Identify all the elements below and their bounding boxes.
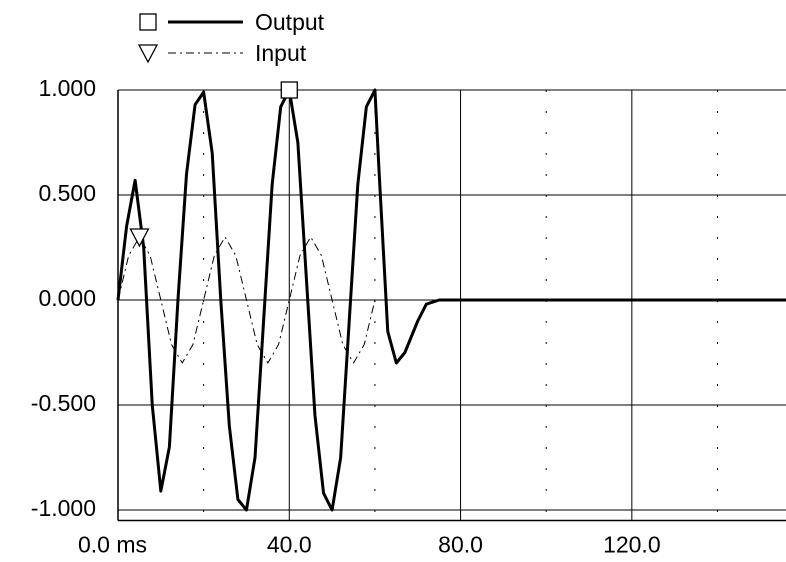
marker <box>280 81 298 99</box>
y-tick-label: 0.000 <box>38 285 96 311</box>
x-tick-label: 120.0 <box>603 532 661 558</box>
legend-label: Input <box>255 40 307 66</box>
series-line <box>117 236 376 364</box>
y-tick-label: 1.000 <box>38 75 96 101</box>
legend-label: Output <box>255 9 325 35</box>
legend-marker <box>137 44 159 64</box>
x-tick-label: 80.0 <box>438 532 483 558</box>
y-tick-label: -1.000 <box>31 495 96 521</box>
legend-marker <box>139 13 157 31</box>
x-tick-label: 0.0 ms <box>78 532 147 558</box>
y-tick-label: -0.500 <box>31 390 96 416</box>
x-tick-label: 40.0 <box>267 532 312 558</box>
y-tick-label: 0.500 <box>38 180 96 206</box>
marker <box>129 228 150 248</box>
